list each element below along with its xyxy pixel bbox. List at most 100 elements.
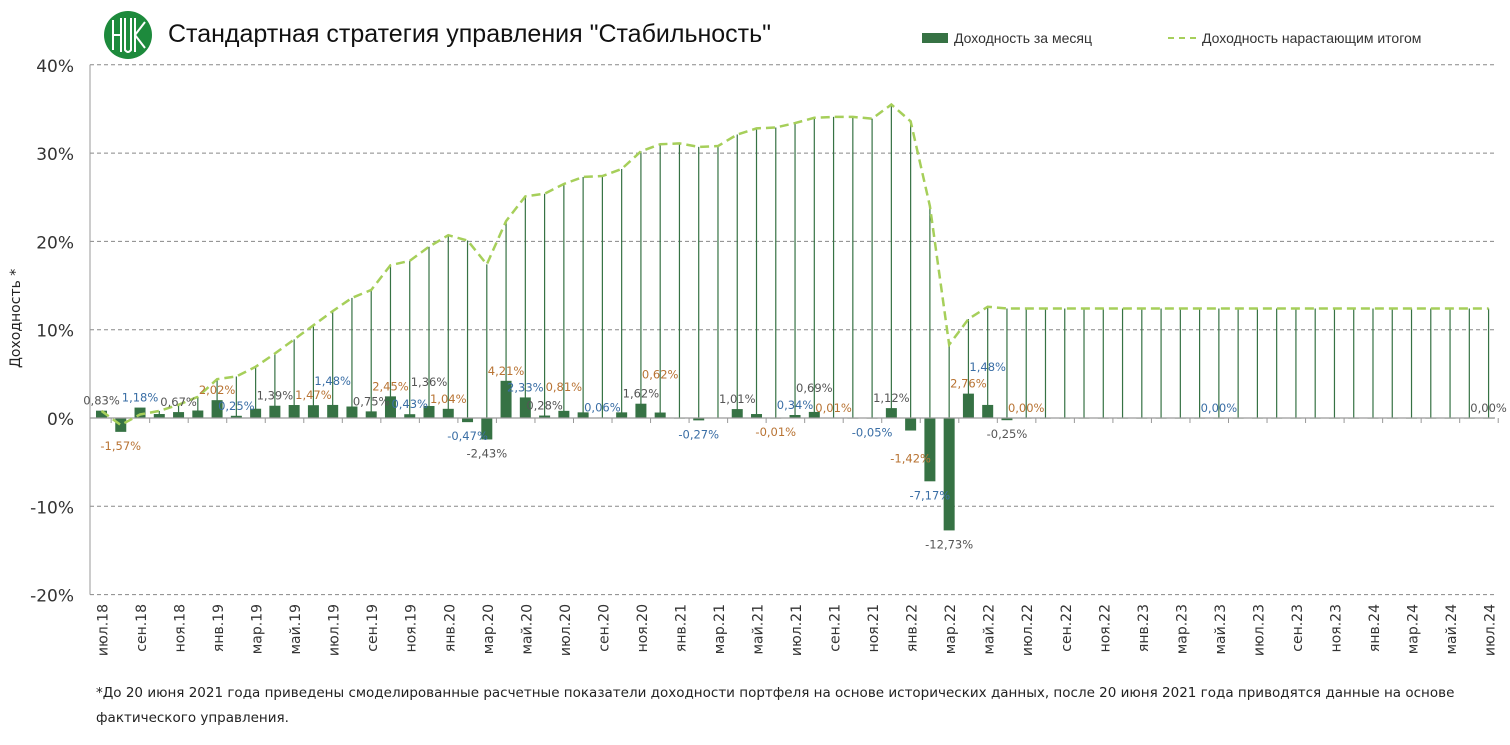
bar-monthly-окт.19 xyxy=(384,396,396,418)
data-label: 1,48% xyxy=(969,360,1006,374)
data-label: 1,12% xyxy=(873,391,910,405)
bar-monthly-авг.18 xyxy=(115,418,127,432)
x-tick-label: сен.19 xyxy=(365,604,381,652)
data-label: 0,83% xyxy=(83,394,120,408)
x-tick-label: сен.20 xyxy=(596,604,612,652)
bar-monthly-фев.21 xyxy=(693,418,705,421)
y-tick-label: 30% xyxy=(36,145,74,165)
bar-monthly-фев.20 xyxy=(462,418,474,423)
y-tick-label: 10% xyxy=(36,322,74,342)
data-label: -12,73% xyxy=(925,537,973,551)
data-label: 0,00% xyxy=(1008,401,1045,415)
data-label: -7,17% xyxy=(910,488,951,502)
bar-monthly-мар.19 xyxy=(250,408,262,418)
bar-monthly-мар.20 xyxy=(481,418,493,440)
y-tick-label: -20% xyxy=(30,587,74,607)
chart-title: Стандартная стратегия управления "Стабил… xyxy=(168,20,772,48)
bar-monthly-июн.19 xyxy=(307,405,319,418)
legend-item-monthly: Доходность за месяц xyxy=(922,30,1092,46)
x-tick-label: янв.22 xyxy=(905,604,921,652)
legend-swatch-line xyxy=(1168,37,1196,39)
bar-monthly-мар.22 xyxy=(943,418,955,531)
data-label: 0,00% xyxy=(1470,401,1507,415)
y-tick-label: 0% xyxy=(47,410,74,430)
x-tick-label: янв.20 xyxy=(442,604,458,652)
x-tick-label: июл.20 xyxy=(558,604,574,656)
x-tick-label: июл.24 xyxy=(1483,604,1499,656)
data-label: -1,57% xyxy=(100,439,141,453)
x-tick-label: июл.21 xyxy=(789,604,805,656)
x-tick-label: сен.23 xyxy=(1290,604,1306,652)
x-tick-label: янв.23 xyxy=(1136,604,1152,652)
bar-monthly-июл.19 xyxy=(327,404,339,418)
company-logo xyxy=(104,11,152,59)
data-label: -2,43% xyxy=(466,446,507,460)
data-label: 2,76% xyxy=(950,377,987,391)
bar-monthly-апр.19 xyxy=(269,405,281,418)
bar-monthly-окт.20 xyxy=(616,412,628,418)
bar-monthly-май.21 xyxy=(751,414,763,418)
data-label: 0,81% xyxy=(546,380,583,394)
bar-monthly-июл.18 xyxy=(96,410,107,418)
bar-monthly-сен.18 xyxy=(134,407,146,418)
data-label: 0,00% xyxy=(1201,401,1238,415)
x-tick-label: ноя.23 xyxy=(1328,604,1344,652)
bar-monthly-янв.20 xyxy=(442,408,454,418)
bar-monthly-ноя.20 xyxy=(635,403,647,418)
data-label: 2,45% xyxy=(372,379,409,393)
bar-monthly-сен.19 xyxy=(365,411,377,418)
data-label: 1,48% xyxy=(314,374,351,388)
x-tick-label: ноя.19 xyxy=(404,604,420,652)
bar-monthly-июл.20 xyxy=(558,410,570,418)
x-tick-label: сен.18 xyxy=(134,604,150,652)
bar-monthly-май.20 xyxy=(519,397,531,418)
footnote: *До 20 июня 2021 года приведены смоделир… xyxy=(96,685,1455,726)
bar-monthly-фев.19 xyxy=(230,415,242,418)
data-label: 0,43% xyxy=(391,397,428,411)
x-tick-label: янв.21 xyxy=(673,604,689,652)
data-label: 0,25% xyxy=(218,399,255,413)
data-label: 1,39% xyxy=(257,389,294,403)
data-label: 1,36% xyxy=(411,375,448,389)
bar-monthly-апр.20 xyxy=(500,380,512,418)
x-tick-label: янв.24 xyxy=(1367,604,1383,652)
bar-monthly-ноя.18 xyxy=(173,412,185,418)
data-label: -0,01% xyxy=(755,425,796,439)
bar-monthly-ноя.19 xyxy=(404,414,416,418)
legend-label-monthly: Доходность за месяц xyxy=(954,30,1092,46)
chart-plot: -20% -10% 0% 10% 20% 30% 40% июл.18 сен.18 ноя.18… xyxy=(30,57,1507,656)
x-tick-label: мар.24 xyxy=(1406,604,1422,654)
data-label: -1,42% xyxy=(890,452,931,466)
x-tick-label: июл.19 xyxy=(327,604,343,656)
bar-monthly-янв.22 xyxy=(905,418,917,431)
x-tick-label: май.19 xyxy=(288,604,304,655)
x-tick-label: май.20 xyxy=(519,604,535,655)
bar-monthly-дек.19 xyxy=(423,405,435,418)
bar-monthly-дек.21 xyxy=(885,408,897,418)
legend-item-cumulative: Доходность нарастающим итогом xyxy=(1168,30,1421,46)
x-tick-label: мар.20 xyxy=(481,604,497,654)
bar-monthly-апр.22 xyxy=(962,393,974,418)
x-tick-label: янв.19 xyxy=(211,604,227,652)
bar-monthly-май.22 xyxy=(982,404,994,418)
data-label: -0,25% xyxy=(987,427,1028,441)
x-tick-label: ноя.20 xyxy=(635,604,651,652)
x-tick-label: сен.21 xyxy=(828,604,844,652)
cumulative-line xyxy=(100,102,1489,427)
data-label: 4,21% xyxy=(488,364,525,378)
x-tick-label: май.21 xyxy=(751,604,767,655)
x-tick-label: мар.22 xyxy=(943,604,959,654)
x-tick-label: май.24 xyxy=(1444,604,1460,655)
x-tick-label: июл.22 xyxy=(1020,604,1036,656)
bar-monthly-авг.21 xyxy=(808,411,820,418)
x-tick-label: июл.23 xyxy=(1251,604,1267,656)
data-label: 2,33% xyxy=(507,380,544,394)
data-label: 1,47% xyxy=(295,388,332,402)
bar-monthly-апр.21 xyxy=(731,409,743,418)
data-label: 1,04% xyxy=(430,392,467,406)
data-label: 2,02% xyxy=(199,383,236,397)
y-tick-label: 40% xyxy=(36,57,74,77)
legend-swatch-bar xyxy=(922,33,948,43)
data-label: 0,67% xyxy=(160,395,197,409)
x-tick-label: май.22 xyxy=(982,604,998,655)
